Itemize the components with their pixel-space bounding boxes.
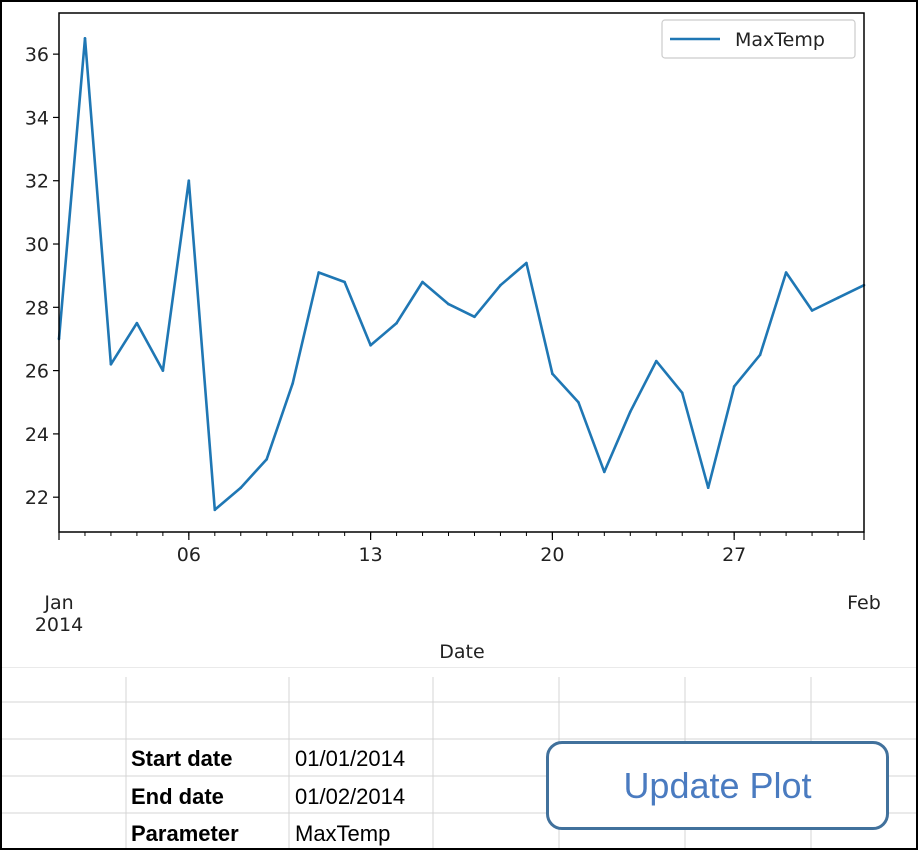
data-point bbox=[83, 37, 87, 40]
chart-area bbox=[2, 2, 916, 667]
end-date-cell[interactable]: 01/02/2014 bbox=[295, 784, 406, 809]
x-tick-label: 13 bbox=[359, 544, 383, 566]
y-tick-label: 22 bbox=[25, 487, 49, 509]
series-line-maxtemp bbox=[57, 36, 865, 512]
data-point bbox=[369, 343, 372, 347]
data-point bbox=[680, 391, 684, 395]
data-point bbox=[603, 470, 606, 474]
data-point bbox=[447, 302, 450, 306]
start-date-label: Start date bbox=[131, 746, 233, 771]
data-point bbox=[654, 359, 658, 363]
data-point bbox=[291, 381, 295, 385]
x-tick-label: 20 bbox=[540, 544, 564, 566]
update-plot-button[interactable]: Update Plot bbox=[546, 741, 889, 830]
data-point bbox=[577, 400, 580, 404]
start-date-cell[interactable]: 01/01/2014 bbox=[295, 746, 406, 771]
y-tick-label: 26 bbox=[25, 361, 49, 383]
data-point bbox=[473, 315, 476, 319]
data-point bbox=[628, 410, 632, 414]
data-point bbox=[343, 280, 346, 284]
data-point bbox=[758, 353, 762, 357]
data-point bbox=[551, 372, 554, 376]
data-point bbox=[239, 486, 243, 489]
y-tick-label: 28 bbox=[25, 297, 49, 319]
data-point bbox=[810, 309, 814, 312]
maxtemp-line-chart[interactable]: 22 24 26 28 30 32 34 36 Jan 2014 06 13 20 27 Feb MaxTe… bbox=[2, 2, 916, 667]
data-point bbox=[732, 385, 736, 388]
legend-box bbox=[661, 19, 856, 59]
parameter-label: Parameter bbox=[131, 821, 239, 846]
data-point bbox=[265, 457, 269, 461]
data-point bbox=[836, 296, 840, 300]
x-axis-label: Date bbox=[439, 641, 484, 663]
data-point bbox=[109, 362, 113, 366]
data-point bbox=[135, 321, 139, 325]
data-point bbox=[706, 486, 710, 489]
data-point bbox=[317, 271, 320, 274]
y-tick-label: 32 bbox=[25, 171, 49, 193]
plot-frame bbox=[58, 12, 865, 533]
end-date-label: End date bbox=[131, 784, 224, 809]
legend-label-maxtemp: MaxTemp bbox=[735, 29, 825, 51]
data-point bbox=[525, 261, 528, 265]
y-tick-label: 30 bbox=[25, 234, 49, 256]
data-point bbox=[784, 271, 788, 274]
data-point bbox=[187, 179, 191, 183]
y-tick-label: 36 bbox=[25, 44, 49, 66]
data-point bbox=[395, 321, 398, 325]
parameter-cell[interactable]: MaxTemp bbox=[295, 821, 391, 846]
y-tick-label: 34 bbox=[25, 107, 49, 129]
data-point bbox=[499, 283, 502, 287]
x-tick-label: Jan 2014 bbox=[35, 592, 83, 636]
data-point bbox=[161, 369, 165, 372]
x-tick-label: 06 bbox=[177, 544, 201, 566]
data-point bbox=[421, 280, 424, 284]
x-tick-label: 27 bbox=[722, 544, 746, 566]
data-point bbox=[213, 508, 217, 512]
legend: MaxTemp bbox=[661, 19, 856, 59]
x-tick-label: Feb bbox=[847, 592, 881, 614]
y-tick-label: 24 bbox=[25, 424, 49, 446]
